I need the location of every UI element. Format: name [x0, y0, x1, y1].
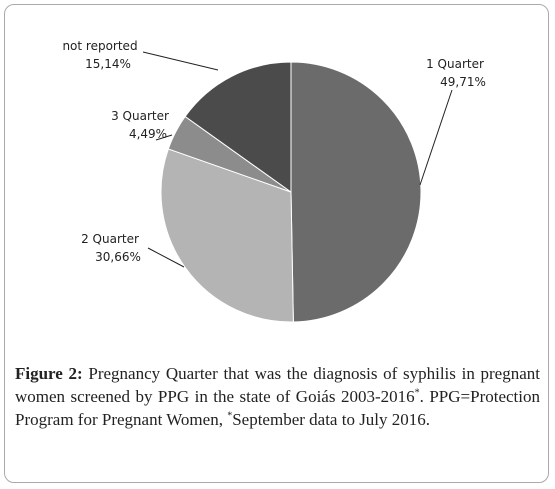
- pie-slice: [290, 61, 422, 323]
- caption: Figure 2: Pregnancy Quarter that was the…: [15, 362, 540, 431]
- caption-sup: *: [414, 387, 420, 399]
- leader-line: [147, 247, 185, 268]
- pie-slice: [160, 148, 294, 323]
- leader-line: [419, 89, 453, 186]
- caption-text: Pregnancy Quarter that was the diagnosis…: [15, 364, 540, 406]
- leader-line: [155, 134, 173, 141]
- pie-slice: [184, 61, 292, 193]
- slice-value-label: 30,66%: [95, 250, 141, 264]
- slice-label: not reported: [62, 39, 137, 53]
- slice-value-label: 15,14%: [85, 57, 131, 71]
- chart: 1 Quarter 49,71% 2 Quarter 30,66% 3 Quarter 4…: [62, 39, 486, 323]
- slice-label: 3 Quarter: [111, 109, 169, 123]
- slice-label: 1 Quarter: [426, 57, 484, 71]
- caption-text: . PPG=Protection Program for Pregnant Wo…: [15, 387, 540, 429]
- caption-sup: *: [227, 410, 233, 422]
- slice-label: 2 Quarter: [81, 232, 139, 246]
- slice-value-label: 4,49%: [129, 127, 167, 141]
- leader-line: [142, 51, 219, 71]
- figure-frame: [4, 4, 549, 483]
- caption-label: Figure 2:: [15, 364, 83, 383]
- caption-text: September data to July 2016.: [232, 410, 431, 429]
- slice-value-label: 49,71%: [440, 75, 486, 89]
